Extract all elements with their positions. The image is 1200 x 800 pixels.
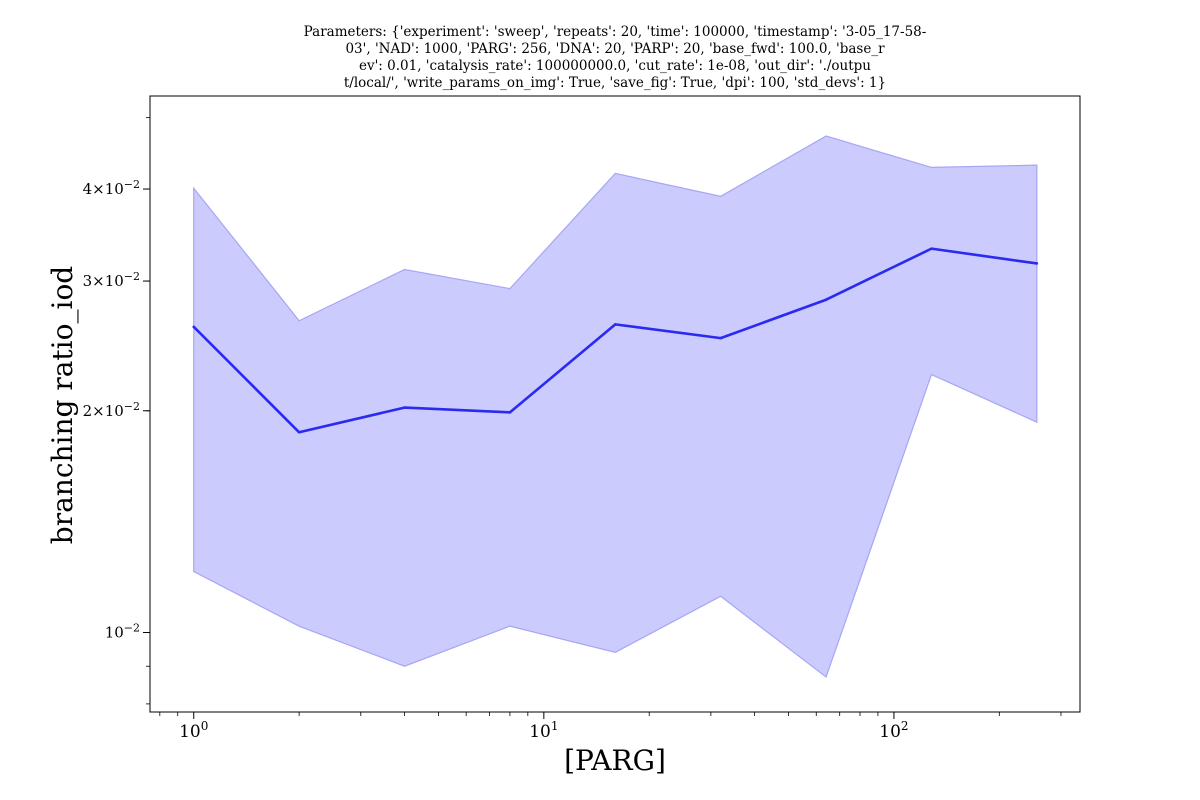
std-dev-band bbox=[193, 135, 1038, 679]
chart-title-line-4: t/local/', 'write_params_on_img': True, … bbox=[343, 75, 887, 91]
x-tick-label: 101 bbox=[529, 719, 558, 742]
x-axis: 100 101 102 bbox=[159, 712, 1062, 742]
data-point bbox=[297, 430, 301, 434]
x-axis-label: [PARG] bbox=[564, 744, 666, 777]
data-point bbox=[403, 406, 406, 409]
x-tick-label: 100 bbox=[179, 719, 208, 742]
y-axis-label: branching ratio_iod bbox=[46, 266, 79, 545]
y-axis: 10−2 2×10−2 3×10−2 4×10−2 bbox=[83, 117, 150, 705]
y-tick-label: 3×10−2 bbox=[83, 270, 140, 290]
chart-title-line-2: 03', 'NAD': 1000, 'PARG': 256, 'DNA': 20… bbox=[345, 41, 885, 57]
data-point bbox=[614, 323, 617, 326]
chart-title: Parameters: {'experiment': 'sweep', 'rep… bbox=[150, 24, 1080, 92]
data-point bbox=[719, 336, 722, 340]
data-point bbox=[930, 247, 933, 250]
plot-area bbox=[192, 135, 1039, 679]
data-point bbox=[1035, 262, 1039, 265]
x-tick-label: 102 bbox=[879, 719, 908, 742]
chart-title-line-1: Parameters: {'experiment': 'sweep', 'rep… bbox=[303, 24, 927, 40]
data-point bbox=[824, 298, 828, 302]
data-point bbox=[508, 411, 512, 414]
y-tick-label: 2×10−2 bbox=[83, 400, 140, 420]
chart-title-line-3: ev': 0.01, 'catalysis_rate': 100000000.0… bbox=[358, 58, 872, 74]
axes-frame bbox=[149, 95, 1081, 713]
data-point bbox=[192, 325, 196, 329]
y-tick-label: 10−2 bbox=[105, 622, 140, 642]
y-tick-label: 4×10−2 bbox=[83, 178, 140, 198]
